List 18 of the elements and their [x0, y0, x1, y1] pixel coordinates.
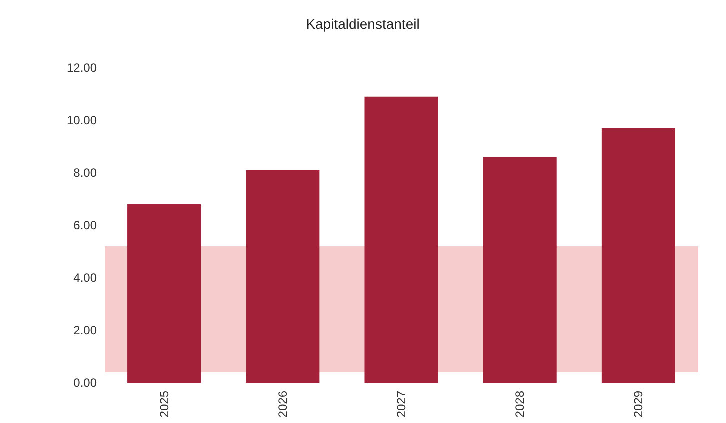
bar — [246, 170, 320, 383]
y-tick-label: 4.00 — [74, 271, 98, 285]
y-tick-label: 0.00 — [74, 376, 98, 390]
y-tick-label: 10.00 — [66, 114, 98, 128]
x-tick-label: 2025 — [157, 390, 172, 418]
y-tick-label: 6.00 — [74, 218, 98, 232]
chart-title: Kapitaldienstanteil — [306, 16, 420, 32]
x-tick-label: 2026 — [276, 390, 290, 418]
x-tick-label: 2029 — [632, 390, 646, 418]
y-tick-label: 12.00 — [66, 61, 98, 75]
bar — [128, 204, 202, 383]
x-tick-label: 2028 — [513, 390, 528, 418]
bar — [602, 128, 676, 383]
x-tick-label: 2027 — [394, 390, 408, 418]
bar — [483, 157, 557, 383]
y-tick-label: 2.00 — [74, 324, 98, 338]
y-tick-label: 8.00 — [74, 166, 98, 180]
bar — [364, 96, 438, 383]
